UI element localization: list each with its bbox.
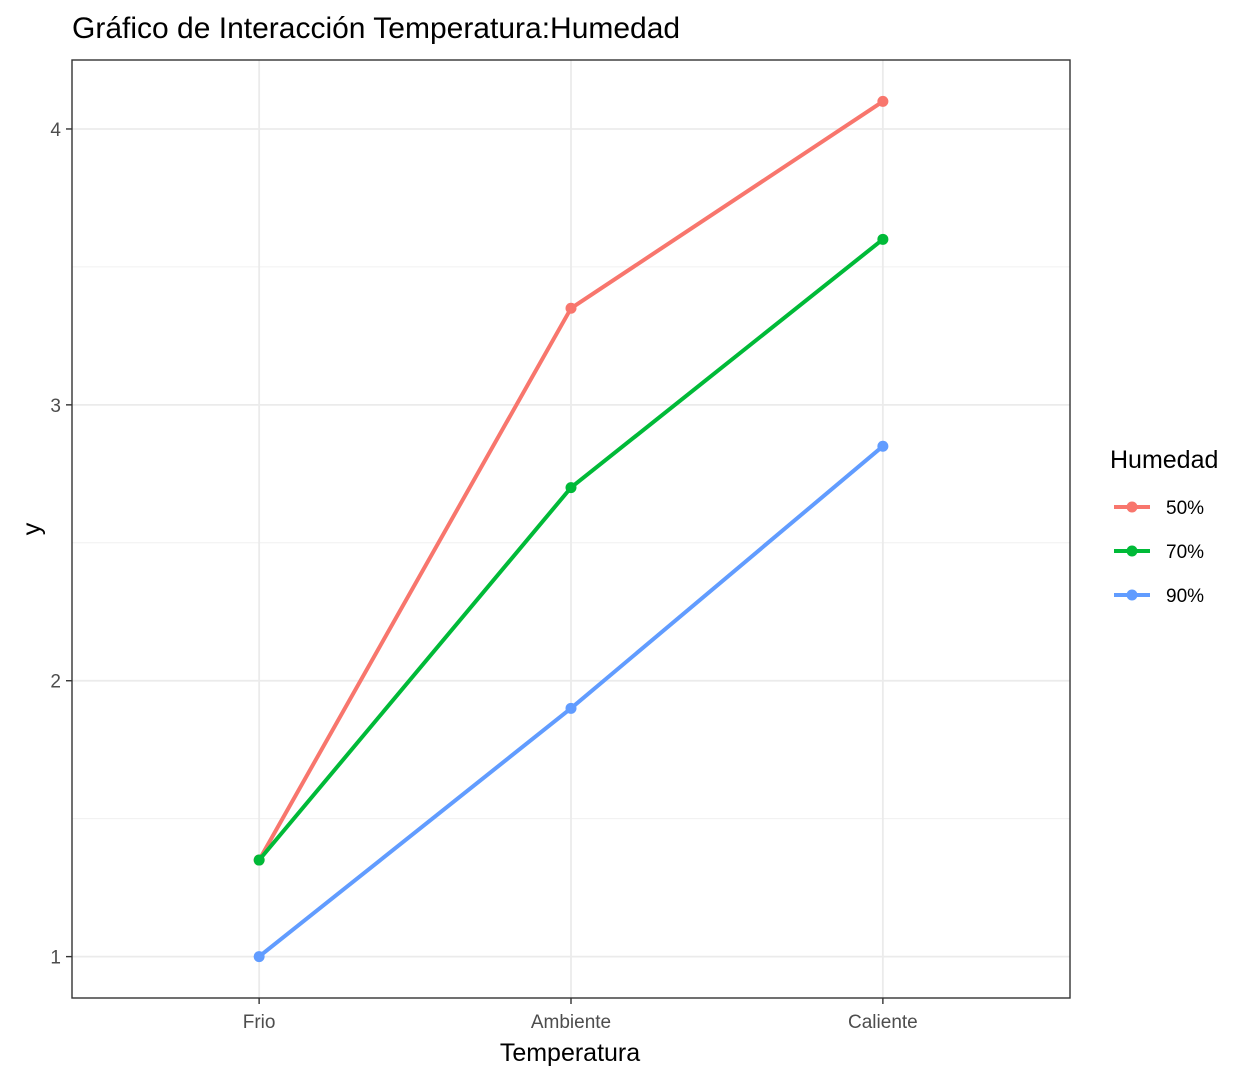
legend-label: 70% <box>1166 542 1204 563</box>
data-point <box>877 440 889 452</box>
legend-label: 90% <box>1166 586 1204 607</box>
legend-title: Humedad <box>1110 446 1218 474</box>
x-tick-label: Ambiente <box>531 1012 611 1033</box>
x-tick-label: Caliente <box>848 1012 918 1033</box>
grid-lines <box>72 60 1070 998</box>
axes: 1 2 3 4 Frio Ambiente Caliente <box>50 120 917 1033</box>
data-point <box>877 233 889 245</box>
data-point <box>565 302 577 314</box>
legend-label: 50% <box>1166 498 1204 519</box>
legend-key-point <box>1126 589 1138 601</box>
x-tick-label: Frio <box>243 1012 276 1033</box>
series-lines <box>253 95 889 963</box>
data-point <box>253 951 265 963</box>
data-point <box>565 702 577 714</box>
data-point <box>877 95 889 107</box>
data-point <box>253 854 265 866</box>
y-tick-label: 2 <box>50 672 61 693</box>
legend-items: 50% 70% 90% <box>1114 498 1204 607</box>
chart-title: Gráfico de Interacción Temperatura:Humed… <box>72 12 680 45</box>
data-point <box>565 482 577 494</box>
y-tick-label: 3 <box>50 396 61 417</box>
y-axis-title: y <box>18 522 46 535</box>
x-axis-title: Temperatura <box>500 1039 640 1067</box>
legend-key-point <box>1126 545 1138 557</box>
legend-key-point <box>1126 501 1138 513</box>
legend: Humedad 50% 70% 90% <box>1110 446 1218 607</box>
y-tick-label: 1 <box>50 948 61 969</box>
y-tick-label: 4 <box>50 120 61 141</box>
